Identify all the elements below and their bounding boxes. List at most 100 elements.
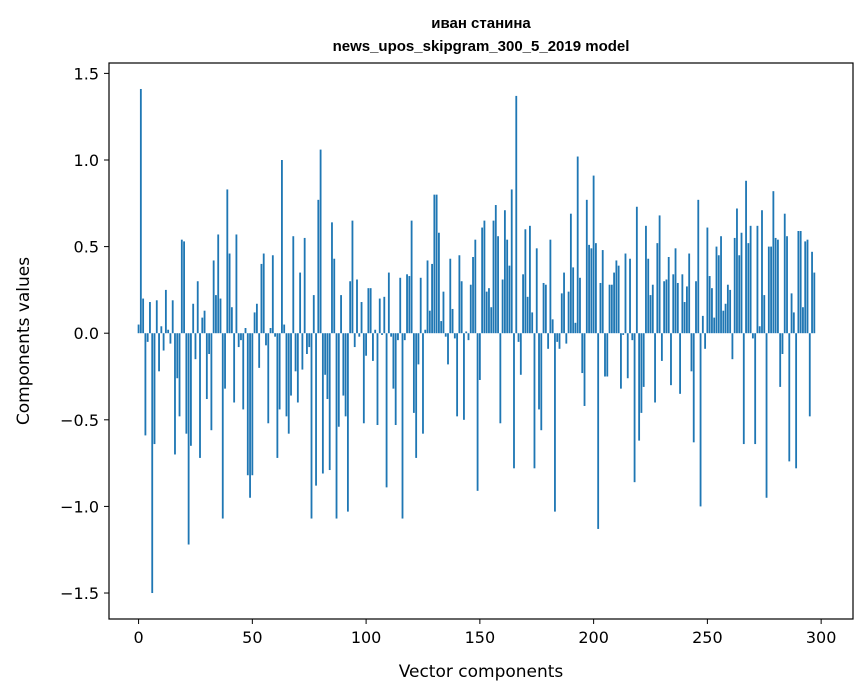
bar: [751, 333, 754, 339]
bar: [724, 303, 727, 334]
bar: [503, 210, 506, 334]
bar: [806, 239, 809, 334]
bar: [149, 302, 151, 334]
bar: [356, 279, 358, 334]
bar: [631, 333, 634, 341]
bar: [740, 232, 743, 334]
bar: [522, 274, 524, 334]
bar: [524, 229, 527, 334]
plot-frame: [108, 62, 854, 620]
bar: [253, 312, 256, 334]
bar: [278, 333, 281, 410]
bar: [574, 322, 577, 334]
bar: [647, 258, 650, 334]
bar: [529, 225, 531, 334]
bar: [781, 333, 784, 354]
bar: [565, 333, 568, 344]
bar: [219, 298, 222, 334]
bar: [765, 333, 768, 498]
chart-subtitle: news_upos_skipgram_300_5_2019 model: [333, 38, 630, 55]
bar: [258, 333, 261, 368]
bar: [620, 333, 622, 389]
bar: [786, 236, 788, 334]
bar: [777, 239, 779, 334]
bar: [692, 333, 695, 443]
bar: [572, 267, 575, 334]
bar: [324, 333, 327, 375]
bar: [638, 333, 641, 441]
y-tick-label: −0.5: [60, 411, 99, 430]
bar: [419, 277, 422, 334]
bar: [763, 295, 766, 334]
bar: [708, 276, 711, 334]
bar: [467, 333, 470, 341]
bar: [799, 231, 802, 334]
bar: [176, 333, 179, 379]
bar: [260, 263, 263, 334]
bar: [180, 239, 183, 334]
bar: [215, 295, 217, 334]
x-tick-label: 250: [692, 628, 723, 647]
bar: [508, 265, 511, 334]
bar: [326, 333, 329, 400]
bar: [772, 191, 775, 334]
bar: [488, 288, 490, 334]
bar: [285, 333, 288, 417]
bar-series: [137, 88, 816, 594]
bar: [244, 328, 247, 334]
bar: [795, 333, 798, 469]
bar: [406, 274, 408, 334]
bar: [758, 326, 761, 334]
bar: [519, 333, 522, 375]
bar: [510, 189, 513, 334]
bar: [183, 241, 185, 334]
bar: [672, 274, 675, 334]
bar: [770, 246, 772, 334]
bar: [681, 274, 684, 334]
bar: [472, 256, 474, 334]
bar: [729, 289, 732, 334]
bar: [515, 95, 518, 334]
bar: [415, 333, 418, 458]
bar: [392, 333, 395, 389]
bar: [540, 333, 543, 431]
bar: [249, 333, 251, 498]
bar: [738, 255, 741, 334]
bar: [713, 317, 716, 334]
bar: [474, 239, 477, 334]
bar: [226, 189, 229, 334]
bar: [642, 333, 645, 387]
bar: [358, 333, 361, 337]
bar: [726, 284, 729, 334]
bar: [203, 310, 206, 334]
bar: [645, 225, 647, 334]
bar: [337, 333, 340, 427]
bar: [560, 293, 563, 334]
bar: [340, 295, 342, 334]
bar: [658, 215, 661, 334]
bar: [551, 319, 554, 334]
bar: [246, 333, 249, 476]
bar: [401, 333, 404, 519]
bar: [192, 303, 195, 334]
bar: [517, 333, 520, 342]
bar: [613, 272, 616, 334]
bar: [592, 175, 595, 334]
bar: [164, 289, 167, 334]
x-axis-label: Vector components: [399, 662, 564, 682]
chart-title: иван станина: [431, 15, 531, 32]
bar: [237, 333, 240, 348]
bar: [783, 213, 786, 334]
bar: [499, 333, 502, 424]
bar: [597, 333, 600, 529]
bar: [451, 308, 454, 334]
bar: [294, 333, 297, 372]
bar: [155, 300, 158, 334]
bar: [408, 276, 411, 334]
bar: [444, 333, 447, 337]
bar: [208, 333, 211, 354]
bar: [137, 324, 140, 334]
bar: [674, 248, 677, 334]
bar: [754, 333, 757, 445]
bar: [742, 333, 745, 445]
